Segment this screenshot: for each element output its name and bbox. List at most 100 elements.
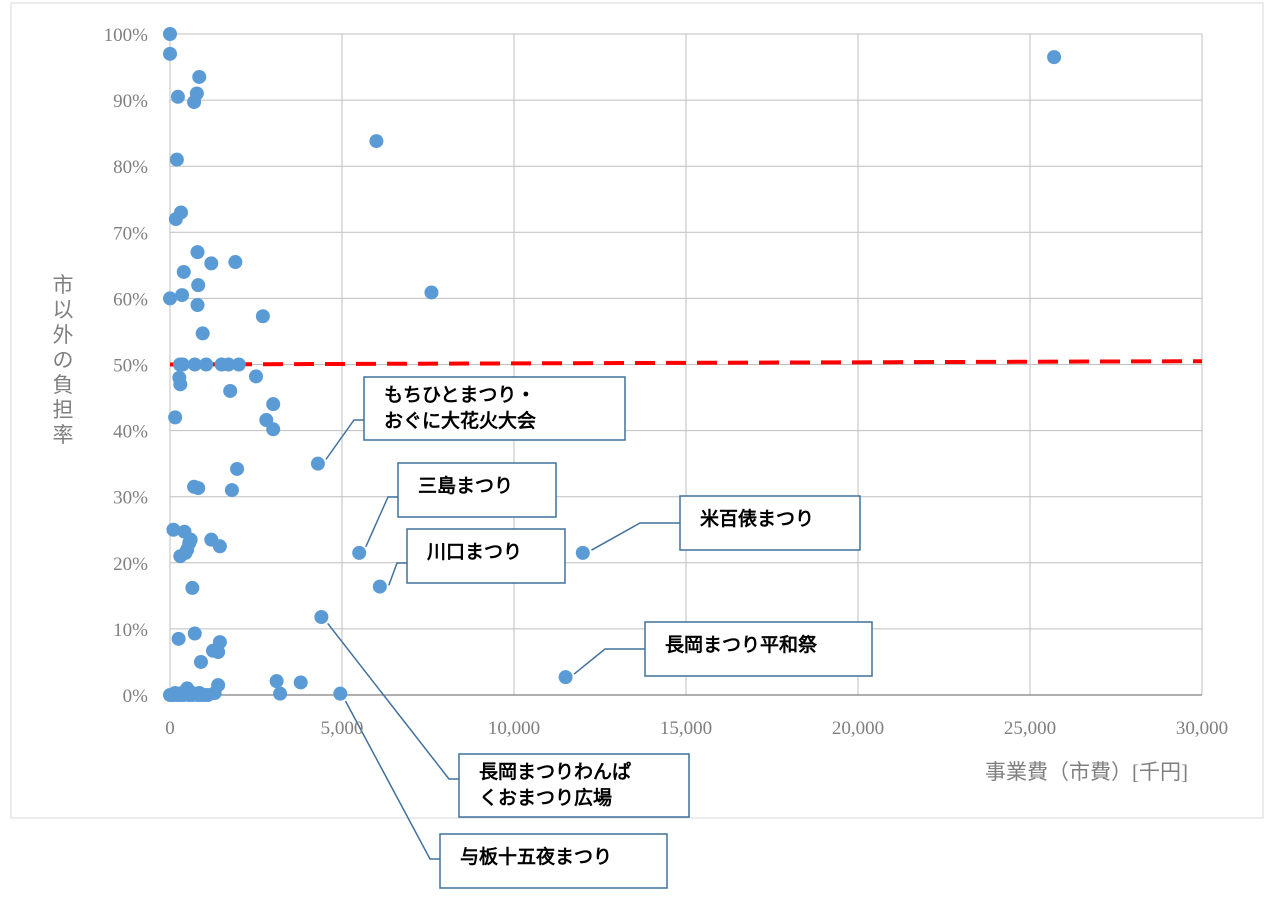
data-point [211,678,226,693]
callout-leader-line [591,522,680,551]
tick-labels: 0% 10% 20% 30% 40% 50% 60% 70% 80% 90% 100% 0 5,000 1… [104,25,1228,739]
data-point [223,383,238,398]
callout-leader-lines [325,419,680,860]
y-tick-label: 10% [113,620,148,641]
callout-box [679,495,861,551]
callout-label: くおまつり広場 [479,786,612,809]
data-point [166,522,181,537]
gridlines [169,33,1203,696]
data-point [204,256,219,271]
data-point [168,410,183,425]
data-point [314,610,329,625]
x-tick-label: 15,000 [660,718,712,739]
callout-leader-line [325,419,364,460]
x-tick-label: 30,000 [1176,718,1228,739]
data-point [189,86,204,101]
callout-leader-line [327,622,459,780]
callout-label: おぐに大花火大会 [384,409,536,432]
callout-leader-line [573,648,645,675]
callout-label: 長岡まつりわんぱ [479,760,631,783]
data-point [266,422,281,437]
reference-line [169,359,1203,367]
callout-label: 川口まつり [426,541,522,563]
callout-box [644,621,873,677]
data-point [212,539,227,554]
data-point [193,654,208,669]
y-tick-label: 30% [113,488,148,509]
data-point [1047,50,1062,65]
y-axis-title: 市以外の負担率 [53,273,74,447]
callout-box [458,753,690,818]
callout-leader-line [344,700,440,860]
data-point [266,397,281,412]
data-point [269,674,284,689]
data-point [558,670,573,685]
data-point [169,152,184,167]
y-tick-label: 60% [113,289,148,310]
data-point [273,686,288,701]
x-tick-label: 5,000 [321,718,364,739]
callout-box [397,462,557,518]
callout-label: 与板十五夜まつり [460,845,612,868]
callout-box [363,376,626,441]
data-point [163,27,177,41]
data-point [293,675,308,690]
reference-line-layer [169,359,1203,367]
x-tick-label: 20,000 [832,718,884,739]
data-point [173,377,188,392]
data-point [191,481,206,496]
callout-leader-line [365,496,398,548]
callout-label: 長岡まつり平和祭 [665,633,818,656]
data-point [200,688,215,702]
data-point [171,631,186,646]
data-point [221,357,236,372]
y-tick-label: 90% [113,91,148,112]
y-tick-label: 80% [113,157,148,178]
data-point [352,545,367,560]
data-point [249,369,263,384]
x-tick-label: 0 [165,718,175,739]
callout-box [406,528,566,584]
y-tick-label: 40% [113,422,148,443]
x-axis-title: 事業費（市費）[千円] [985,760,1188,784]
data-point [187,357,202,372]
data-point [333,686,348,701]
data-point [228,255,243,270]
data-point [212,635,227,650]
data-point [170,89,185,104]
y-tick-label: 50% [113,356,148,377]
y-tick-label: 70% [113,223,148,244]
callout-leader-line [388,562,407,586]
data-point [163,291,177,306]
data-point [224,483,239,498]
data-point [255,309,270,324]
data-point [191,278,206,293]
y-tick-label: 0% [123,686,149,707]
data-point [185,580,200,595]
data-point [183,532,198,547]
data-point [195,326,210,341]
data-point [192,69,207,84]
data-point [187,626,202,641]
data-point [424,285,439,300]
callout-box [439,833,668,889]
data-point [176,264,191,279]
data-point [231,357,246,372]
data-points [163,27,1062,702]
x-tick-label: 25,000 [1004,718,1056,739]
data-point [372,579,387,594]
data-point [174,205,189,220]
data-point [575,545,590,560]
data-point [230,461,245,476]
y-tick-label: 100% [104,25,149,46]
data-point [199,357,214,372]
data-point [175,288,190,303]
data-point [310,456,325,471]
data-point [163,46,177,61]
data-point [175,357,190,372]
callout-label: 米百俵まつり [700,507,814,530]
data-point [190,298,205,313]
x-tick-label: 10,000 [488,718,540,739]
